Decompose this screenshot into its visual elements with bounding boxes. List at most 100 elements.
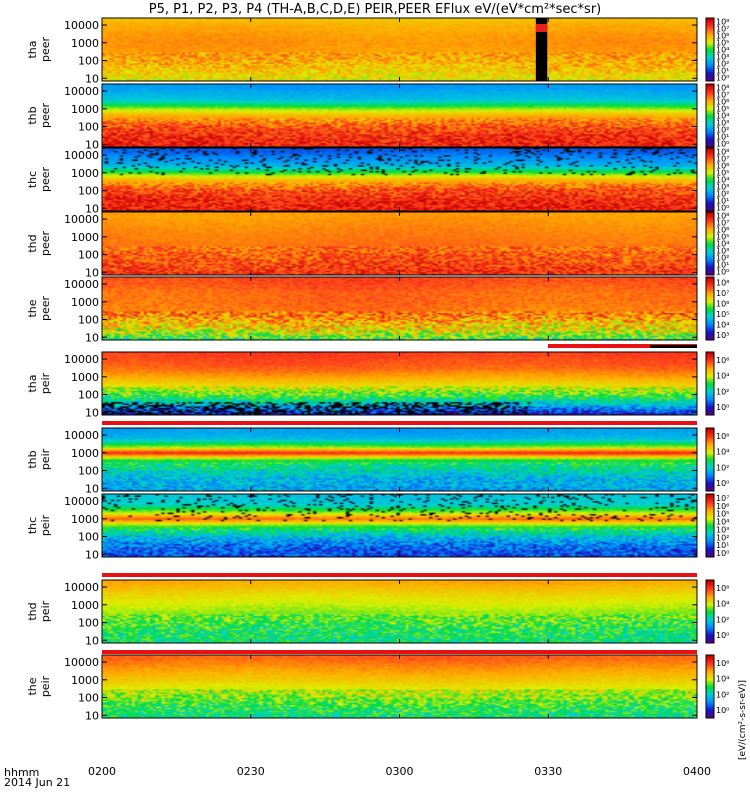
colorbar-tick-tha-peer-8: 10⁸ [716,18,729,27]
colorbar-seg-the-peir-30 [706,669,714,672]
colorbar-seg-thb-peer-3 [706,140,714,143]
colorbar-seg-thb-peir-32 [706,439,714,442]
colorbar-tick-the-peer-3: 10⁶ [716,299,729,308]
colorbar-seg-thd-peir-10 [706,625,714,628]
colorbar-seg-thd-peir-8 [706,628,714,631]
colorbar-seg-tha-peir-3 [706,408,714,411]
y-tick-label-the-peir-3: 10000 [64,656,99,669]
colorbar-seg-thb-peer-15 [706,121,714,124]
y-tick-label-thb-peir-2: 1000 [71,447,99,460]
panel-label-probe-the-peer: the [26,299,39,317]
colorbar-seg-tha-peer-13 [706,58,714,62]
y-tick-label-thd-peir-3: 10000 [64,581,99,594]
y-tick-label-thd-peer-2: 1000 [71,231,99,244]
colorbar-seg-thb-peer-24 [706,107,714,110]
colorbar-seg-thd-peir-31 [706,592,714,595]
flag-bar-2 [102,573,697,577]
colorbar-seg-thc-peer-19 [706,179,714,182]
colorbar-frame-thd-peer [705,211,715,276]
colorbar-seg-the-peer-20 [706,306,714,309]
y-tick-label-thc-peer-3: 10000 [64,149,99,162]
colorbar-seg-thc-peir-7 [706,544,714,547]
colorbar-seg-thd-peer-33 [706,221,714,224]
colorbar-seg-thb-peir-23 [706,453,714,456]
colorbar-seg-the-peer-18 [706,310,714,313]
panel-label-instr-thb-peir: peir [39,448,52,470]
colorbar-seg-the-peer-33 [706,286,714,289]
colorbar-tick-thb-peir-3: 10⁶ [716,432,729,441]
colorbar-seg-tha-peir-23 [706,377,714,380]
colorbar-seg-thc-peir-26 [706,514,714,517]
colorbar-seg-the-peer-27 [706,295,714,298]
colorbar-seg-the-peir-38 [706,656,714,659]
colorbar-seg-the-peer-35 [706,283,714,286]
colorbar-tick-the-peir-2: 10⁴ [716,675,729,684]
colorbar-seg-thc-peir-37 [706,497,714,500]
colorbar-seg-thc-peir-10 [706,539,714,542]
colorbar-tick-thb-peer-0: 10⁰ [716,140,729,149]
colorbar-seg-thb-peir-33 [706,437,714,440]
y-tick-label-tha-peer-1: 100 [78,55,99,68]
colorbar-seg-thb-peer-20 [706,113,714,116]
colorbar-seg-thd-peir-19 [706,611,714,614]
colorbar-seg-tha-peer-34 [706,25,714,28]
colorbar-seg-tha-peer-12 [706,60,714,63]
colorbar-seg-tha-peer-20 [706,47,714,50]
colorbar-seg-the-peer-0 [706,338,714,341]
colorbar-seg-tha-peer-15 [706,55,714,58]
y-tick-label-thc-peir-0: 10 [85,548,99,561]
colorbar-seg-the-peir-7 [706,705,714,708]
colorbar-seg-thd-peir-4 [706,635,714,638]
colorbar-seg-the-peir-29 [706,670,714,673]
colorbar-seg-thd-peer-32 [706,223,714,226]
colorbar-tick-thd-peer-2: 10² [716,254,729,263]
colorbar-tick-thb-peer-7: 10⁷ [716,91,729,100]
colorbar-tick-thd-peer-8: 10⁸ [716,212,729,221]
colorbar-tick-thd-peer-6: 10⁶ [716,226,729,235]
colorbar-seg-thb-peer-38 [706,85,714,88]
colorbar-seg-thd-peer-17 [706,246,714,249]
colorbar-seg-thb-peir-13 [706,468,714,472]
colorbar-seg-tha-peer-7 [706,68,714,71]
colorbar-seg-thb-peir-28 [706,445,714,448]
colorbar-seg-thd-peir-15 [706,617,714,620]
colorbar-seg-thb-peer-26 [706,104,714,107]
colorbar-seg-thc-peer-21 [706,176,714,179]
y-tick-label-tha-peer-0: 10 [85,72,99,85]
colorbar-seg-the-peir-4 [706,710,714,713]
colorbar-seg-thc-peir-12 [706,536,714,539]
colorbar-seg-thc-peir-34 [706,501,714,504]
colorbar-seg-tha-peir-25 [706,374,714,377]
colorbar-seg-thc-peer-33 [706,157,714,160]
colorbar-seg-the-peir-0 [706,716,714,719]
colorbar-seg-thb-peer-33 [706,93,714,96]
colorbar-tick-thc-peer-3: 10³ [716,183,729,192]
colorbar-seg-thb-peir-20 [706,457,714,460]
colorbar-seg-tha-peir-21 [706,380,714,383]
colorbar-seg-tha-peir-7 [706,402,714,405]
panel-label-instr-thd-peer: peer [39,231,52,257]
y-tick-label-the-peir-1: 100 [78,692,99,705]
colorbar-seg-thc-peer-15 [706,185,714,188]
colorbar-tick-tha-peer-6: 10⁶ [716,32,729,41]
colorbar-seg-thb-peer-31 [706,96,714,99]
flag-bar-1 [102,421,697,425]
colorbar-seg-thb-peir-15 [706,465,714,468]
colorbar-seg-the-peer-16 [706,313,714,316]
colorbar-seg-tha-peir-24 [706,375,714,378]
colorbar-seg-thd-peer-18 [706,245,714,248]
colorbar-seg-thc-peir-11 [706,538,714,541]
colorbar-seg-thc-peer-37 [706,151,714,154]
colorbar-seg-thc-peir-13 [706,534,714,538]
colorbar-seg-thd-peir-25 [706,602,714,605]
colorbar-seg-thd-peer-8 [706,260,714,263]
colorbar-seg-thd-peer-25 [706,234,714,237]
colorbar-seg-the-peer-26 [706,297,714,300]
flag-bar-3 [102,650,697,654]
colorbar-seg-thd-peir-36 [706,584,714,587]
colorbar-tick-tha-peer-2: 10² [716,60,729,69]
colorbar-seg-tha-peer-5 [706,71,714,74]
colorbar-seg-thc-peer-17 [706,182,714,185]
colorbar-tick-thd-peer-3: 10³ [716,247,729,256]
colorbar-seg-thc-peer-9 [706,195,714,198]
